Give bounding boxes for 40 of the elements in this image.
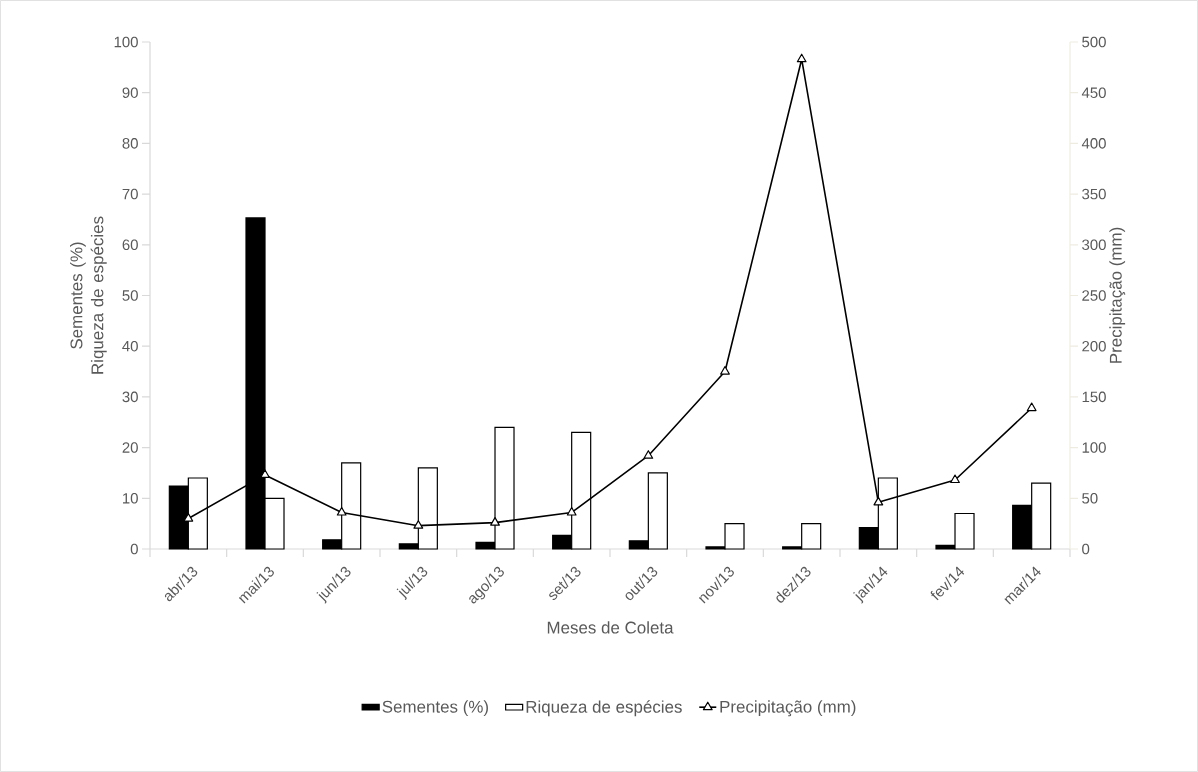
point	[720, 365, 730, 375]
y-axis-title: Sementes (%) Riqueza de espécies	[70, 216, 107, 374]
point	[490, 517, 500, 526]
point	[336, 506, 347, 516]
y2-tick-label: 50	[1082, 492, 1098, 504]
y2-tick-label: 500	[1082, 36, 1106, 48]
y2-tick-label: 300	[1082, 239, 1106, 251]
y-tick-label: 70	[122, 188, 138, 200]
y-tick-label: 0	[130, 543, 138, 555]
point	[566, 506, 577, 516]
y-tick-label: 50	[122, 290, 138, 301]
y-tick-label: 90	[122, 87, 138, 98]
legend-label: Precipitação (mm)	[720, 700, 856, 717]
x-axis-title: Meses de Coleta	[547, 621, 674, 634]
y2-axis-title: Precipitação (mm)	[1109, 227, 1126, 363]
y-tick-label: 30	[122, 391, 138, 403]
y-tick-label: 10	[123, 492, 138, 504]
y-tick-label: 100	[114, 36, 138, 48]
y-tick-label: 60	[122, 239, 138, 251]
y2-tick-label: 0	[1082, 543, 1090, 555]
y-tick-label: 80	[122, 138, 138, 149]
y-tick-label: 40	[122, 340, 138, 352]
y2-tick-label: 350	[1082, 188, 1106, 200]
legend-label: Sementes (%)	[382, 700, 488, 717]
y-tick-label: 20	[122, 442, 138, 453]
point	[950, 474, 960, 484]
y2-tick-label: 150	[1082, 391, 1106, 403]
point	[873, 496, 884, 506]
y2-tick-label: 250	[1082, 290, 1106, 301]
y2-tick-label: 200	[1082, 340, 1106, 352]
point	[796, 53, 807, 63]
point	[643, 450, 654, 459]
y2-tick-label: 100	[1082, 442, 1106, 453]
point	[1026, 402, 1037, 412]
legend-label: Riqueza de espécies	[526, 700, 682, 717]
point	[260, 469, 270, 479]
point	[413, 520, 424, 529]
y2-tick-label: 400	[1081, 138, 1106, 149]
point	[183, 512, 194, 522]
y2-tick-label: 450	[1081, 87, 1106, 98]
